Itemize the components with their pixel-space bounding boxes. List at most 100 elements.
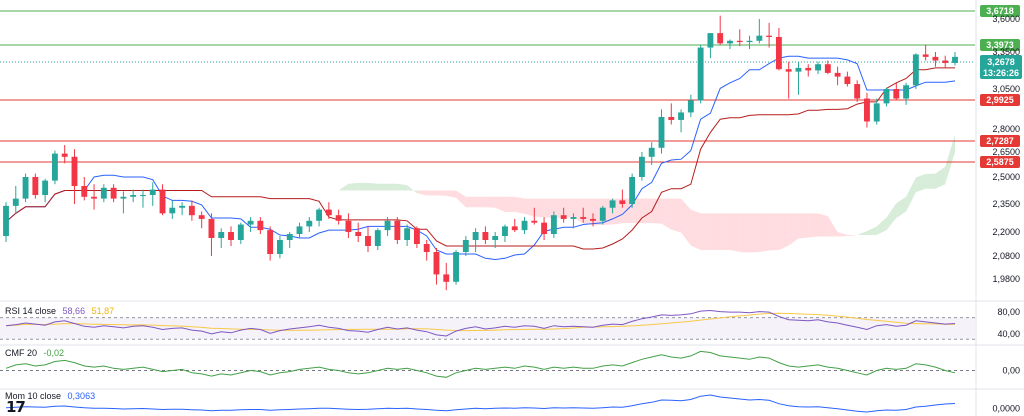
candle[interactable]: [746, 35, 753, 50]
candle[interactable]: [638, 152, 645, 181]
candle[interactable]: [413, 226, 420, 248]
candle[interactable]: [815, 61, 821, 75]
candle[interactable]: [3, 202, 9, 242]
candle[interactable]: [365, 226, 371, 252]
candle[interactable]: [883, 87, 890, 107]
candle[interactable]: [531, 207, 538, 225]
candle[interactable]: [550, 211, 557, 238]
candles[interactable]: [3, 15, 958, 291]
candle[interactable]: [795, 61, 802, 95]
candle[interactable]: [609, 198, 616, 214]
candle[interactable]: [120, 191, 127, 214]
candle[interactable]: [257, 217, 264, 234]
candle[interactable]: [433, 248, 440, 285]
candle[interactable]: [893, 82, 900, 101]
candle[interactable]: [296, 222, 303, 238]
candle[interactable]: [873, 98, 880, 125]
level-pill[interactable]: [980, 156, 1020, 168]
candle[interactable]: [472, 228, 479, 252]
candle[interactable]: [218, 228, 225, 248]
candle[interactable]: [159, 184, 166, 216]
candle[interactable]: [179, 202, 186, 216]
candle[interactable]: [51, 150, 58, 185]
candle[interactable]: [110, 184, 117, 203]
candle[interactable]: [306, 217, 313, 232]
candle[interactable]: [71, 149, 78, 204]
candle[interactable]: [355, 222, 362, 242]
candle[interactable]: [766, 22, 773, 48]
candle[interactable]: [482, 226, 489, 244]
candle[interactable]: [560, 207, 567, 223]
candle[interactable]: [678, 109, 684, 133]
candle[interactable]: [844, 71, 851, 87]
candle[interactable]: [149, 182, 156, 206]
candle[interactable]: [521, 217, 528, 234]
candle[interactable]: [22, 173, 29, 203]
candle[interactable]: [188, 200, 195, 221]
tradingview-logo[interactable]: 17: [6, 398, 26, 416]
candle[interactable]: [502, 224, 508, 242]
candle[interactable]: [462, 236, 469, 256]
candle[interactable]: [629, 173, 636, 208]
candle[interactable]: [854, 80, 861, 102]
candle[interactable]: [912, 53, 919, 89]
candle[interactable]: [727, 39, 733, 50]
candle[interactable]: [228, 226, 234, 246]
candle[interactable]: [952, 52, 958, 66]
candle[interactable]: [903, 82, 910, 105]
candle[interactable]: [140, 189, 146, 208]
level-pill[interactable]: [980, 39, 1020, 51]
candle[interactable]: [717, 15, 724, 45]
price-axis[interactable]: 3,6000 3,3500 3,0500 2,8000 2,6500 2,5000 2,35…: [992, 14, 1020, 284]
candle[interactable]: [736, 29, 743, 47]
candle[interactable]: [100, 184, 107, 203]
candle[interactable]: [697, 44, 704, 104]
candle[interactable]: [208, 213, 215, 256]
level-pill[interactable]: [980, 94, 1020, 106]
candle[interactable]: [335, 209, 342, 225]
candle[interactable]: [237, 222, 244, 244]
candle[interactable]: [599, 205, 606, 225]
candle[interactable]: [541, 217, 548, 240]
horizontal-levels[interactable]: 3,6718 3,3973 2,9925 2,7287 2,5875 3,267813:2…: [0, 5, 1022, 168]
candle[interactable]: [570, 213, 577, 229]
candle[interactable]: [404, 224, 411, 246]
candle[interactable]: [942, 55, 949, 68]
candle[interactable]: [805, 64, 812, 77]
candle[interactable]: [668, 103, 675, 125]
candle[interactable]: [619, 189, 626, 208]
candle[interactable]: [384, 217, 391, 236]
candle[interactable]: [922, 44, 929, 61]
candle[interactable]: [648, 142, 655, 165]
candle[interactable]: [316, 207, 323, 227]
candle[interactable]: [932, 52, 939, 67]
level-pill[interactable]: [980, 5, 1020, 17]
candle[interactable]: [286, 232, 293, 248]
candle[interactable]: [453, 250, 459, 285]
candle[interactable]: [834, 66, 841, 86]
candle[interactable]: [32, 173, 39, 199]
candle[interactable]: [325, 202, 332, 219]
candle[interactable]: [658, 109, 665, 154]
candle[interactable]: [785, 61, 792, 99]
candle[interactable]: [423, 240, 430, 261]
candle[interactable]: [492, 232, 499, 248]
candle[interactable]: [61, 145, 68, 164]
candle[interactable]: [687, 94, 694, 117]
candle[interactable]: [345, 213, 352, 238]
candle[interactable]: [580, 207, 587, 223]
candle[interactable]: [864, 92, 870, 128]
candle[interactable]: [198, 211, 205, 229]
candle[interactable]: [756, 19, 763, 44]
candle[interactable]: [267, 226, 274, 261]
candle[interactable]: [169, 200, 176, 219]
level-pill[interactable]: [980, 135, 1020, 147]
candle[interactable]: [775, 27, 782, 71]
candle[interactable]: [81, 177, 88, 201]
candle[interactable]: [707, 33, 714, 59]
candle[interactable]: [277, 236, 283, 259]
candle[interactable]: [12, 186, 19, 214]
candle[interactable]: [91, 184, 97, 210]
candle[interactable]: [824, 60, 831, 75]
